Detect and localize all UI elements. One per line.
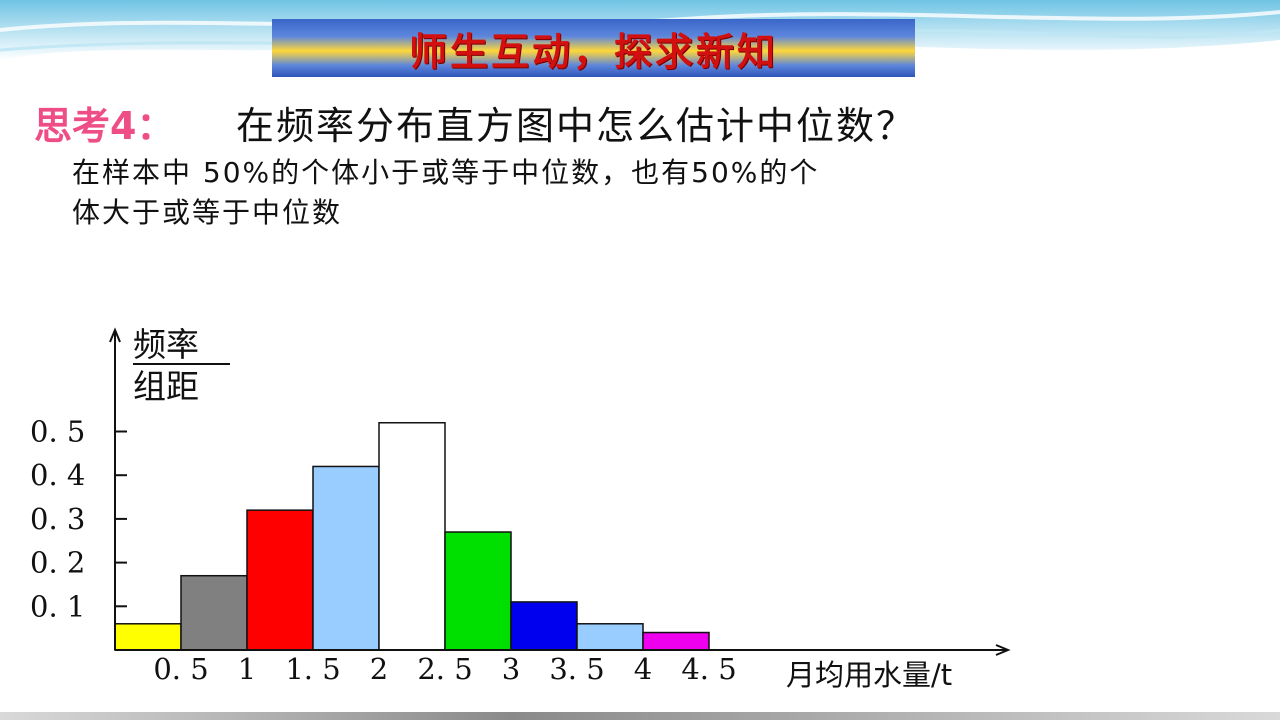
bars-group xyxy=(114,422,710,651)
x-tick-label-3: 2 xyxy=(370,652,388,686)
y-axis-label-bottom: 组距 xyxy=(133,367,199,406)
banner-title: 师生互动，探求新知 xyxy=(408,28,778,74)
explanation-line-2: 体大于或等于中位数 xyxy=(72,196,343,229)
bar-8 xyxy=(642,631,710,651)
bar-6 xyxy=(510,601,578,651)
bar-1 xyxy=(180,574,248,651)
ticks-group: 0. 1 0. 2 0. 3 0. 4 0. 5 0. 5 1 1. 5 2 2. 5 3 3. 5 4… xyxy=(30,415,737,687)
x-tick-label-5: 3 xyxy=(502,652,520,686)
y-tick-label-0: 0. 1 xyxy=(30,589,85,623)
x-axis-arrow xyxy=(995,644,1011,656)
bar-7 xyxy=(576,623,644,651)
x-tick-label-0: 0. 5 xyxy=(153,652,208,686)
y-tick-label-3: 0. 4 xyxy=(30,458,85,492)
y-tick-label-2: 0. 3 xyxy=(30,502,85,536)
bar-3 xyxy=(312,465,380,651)
bar-2 xyxy=(246,509,314,651)
x-tick-label-7: 4 xyxy=(634,652,652,686)
bar-0 xyxy=(114,623,182,651)
x-tick-label-2: 1. 5 xyxy=(285,652,340,686)
bottom-bar xyxy=(0,712,1280,720)
explanation-line-1: 在样本中 50%的个体小于或等于中位数，也有50%的个 xyxy=(72,156,820,189)
x-tick-label-8: 4. 5 xyxy=(681,652,736,686)
bar-4 xyxy=(378,422,446,651)
x-tick-label-1: 1 xyxy=(238,652,256,686)
x-tick-label-6: 3. 5 xyxy=(549,652,604,686)
y-axis-label-top: 频率 xyxy=(133,325,199,364)
explanation-text: 在样本中 50%的个体小于或等于中位数，也有50%的个 体大于或等于中位数 xyxy=(72,153,1152,233)
bar-5 xyxy=(444,531,512,651)
x-axis-label: 月均用水量/t xyxy=(786,658,952,692)
axes-group xyxy=(109,327,1011,656)
title-banner: 师生互动，探求新知 xyxy=(272,19,915,77)
y-axis-arrow xyxy=(109,327,121,343)
x-tick-label-4: 2. 5 xyxy=(417,652,472,686)
y-tick-label-1: 0. 2 xyxy=(30,546,85,580)
think-label: 思考4： xyxy=(34,104,175,148)
y-tick-label-4: 0. 5 xyxy=(30,415,85,449)
question-text: 在频率分布直方图中怎么估计中位数？ xyxy=(236,104,917,148)
